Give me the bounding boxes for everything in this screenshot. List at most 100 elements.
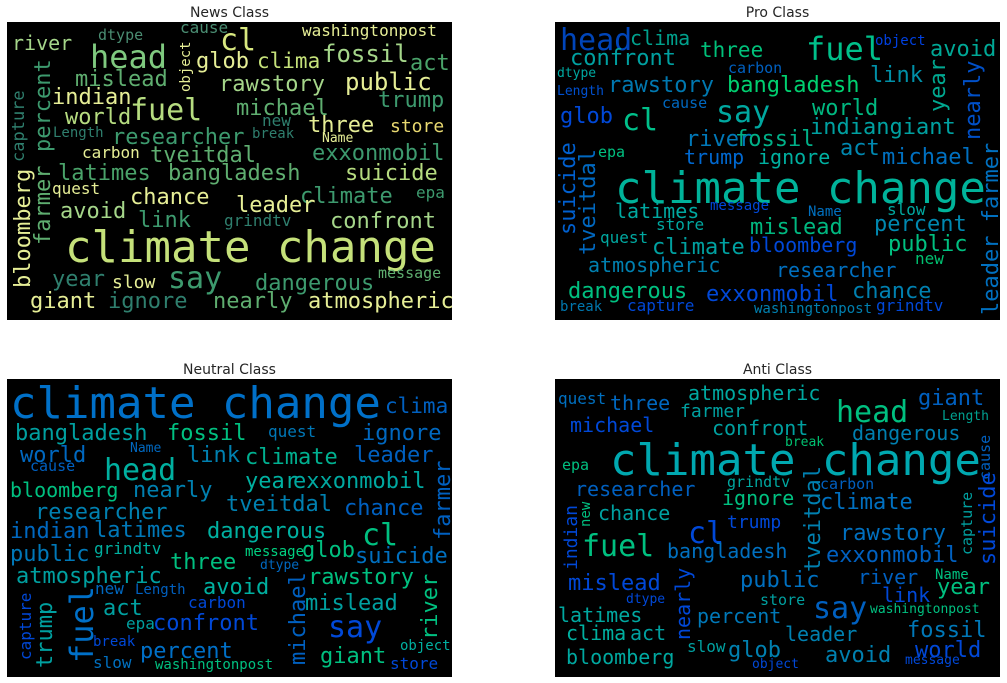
word: new (262, 111, 291, 130)
word: climate change (610, 435, 981, 486)
word: ignore (108, 289, 187, 314)
word: climate change (615, 163, 986, 214)
word: carbon (820, 475, 874, 493)
word: washingtonpost (754, 301, 872, 317)
word: nearly (671, 568, 695, 640)
word: epa (126, 614, 155, 633)
word: michael (236, 96, 329, 121)
word: grindtv (727, 473, 790, 491)
word: leader (785, 622, 857, 646)
word: latimes (94, 518, 187, 543)
word: act (630, 621, 666, 645)
word: quest (558, 389, 606, 408)
word: head (104, 453, 176, 488)
word: object (752, 657, 799, 672)
word: Length (53, 125, 104, 141)
word: store (656, 215, 704, 234)
word: farmer (680, 401, 745, 422)
word: rawstory (840, 521, 946, 546)
word: store (390, 116, 444, 137)
word: fuel (63, 586, 101, 663)
word-cloud: climate change quest three atmospheric giant… (555, 379, 1000, 677)
word: three (610, 391, 670, 415)
word: Name (935, 567, 969, 583)
word: climate change (65, 222, 436, 273)
cloud-background (7, 379, 452, 677)
word: link (187, 443, 240, 468)
word: world (65, 105, 131, 130)
word: nearly (133, 478, 212, 503)
word: store (760, 591, 805, 609)
word: Length (557, 84, 604, 99)
word: cl (220, 23, 256, 58)
word: year (926, 59, 951, 112)
word: atmospheric (588, 253, 720, 277)
word: cause (30, 457, 75, 475)
word: slow (687, 637, 726, 656)
word: washingtonpost (870, 602, 980, 617)
word: quest (52, 179, 100, 198)
cloud-background (7, 22, 452, 320)
word: latimes (58, 161, 151, 186)
word: world (20, 443, 86, 468)
word: quest (268, 422, 316, 441)
word: Name (130, 441, 161, 456)
word: fossil (735, 127, 814, 152)
word: climate (820, 490, 913, 515)
word: nearly (213, 289, 292, 314)
word: grindtv (876, 296, 943, 315)
word: cl (362, 518, 398, 553)
word: farmer (31, 166, 56, 245)
word: world (812, 96, 878, 121)
word: act (840, 136, 880, 161)
word: suicide (345, 161, 438, 186)
word: confront (712, 416, 808, 440)
word: ignore (758, 145, 830, 169)
word: link (138, 208, 191, 233)
word: trump (378, 88, 444, 113)
word: researcher (112, 125, 244, 150)
word: head (836, 395, 908, 430)
word: indian (52, 85, 131, 110)
word: chance (344, 496, 423, 521)
word: fossil (907, 618, 986, 643)
cloud-background (555, 379, 1000, 677)
word: atmospheric (688, 381, 820, 405)
word: glob (560, 104, 613, 129)
word: exxonmobil (293, 469, 425, 494)
word: Length (135, 582, 186, 598)
word: dangerous (207, 519, 326, 544)
word: indiangiant (810, 115, 956, 140)
word: glob (728, 638, 781, 663)
word: climate (245, 445, 338, 470)
word: dtype (98, 26, 143, 44)
word: river (858, 565, 918, 589)
word: trump (727, 512, 781, 533)
word: say (328, 610, 382, 645)
word: bloomberg (566, 645, 674, 669)
word: tveitdal (226, 492, 332, 517)
word: ignore (362, 421, 441, 446)
word: avoid (825, 643, 891, 668)
word: mislead (568, 571, 661, 596)
word: fossil (322, 40, 409, 68)
word: world (915, 638, 981, 663)
word: suicide (355, 544, 448, 569)
word: mislead (75, 67, 168, 92)
word: cl (688, 516, 724, 551)
word: capture (627, 296, 694, 315)
word: capture (9, 90, 29, 162)
word: cause (976, 435, 994, 480)
word-cloud: climate change clima bangladesh fossil quest… (7, 379, 452, 677)
word: river (12, 31, 72, 55)
word: nearly (961, 61, 986, 140)
word: clima (385, 394, 448, 418)
word: indian (561, 505, 582, 570)
panel-title: News Class (190, 5, 269, 21)
word: bloomberg (10, 478, 118, 502)
word: message (378, 264, 441, 282)
word: washingtonpost (302, 21, 437, 40)
word: epa (598, 143, 625, 161)
word: percent (874, 212, 967, 237)
